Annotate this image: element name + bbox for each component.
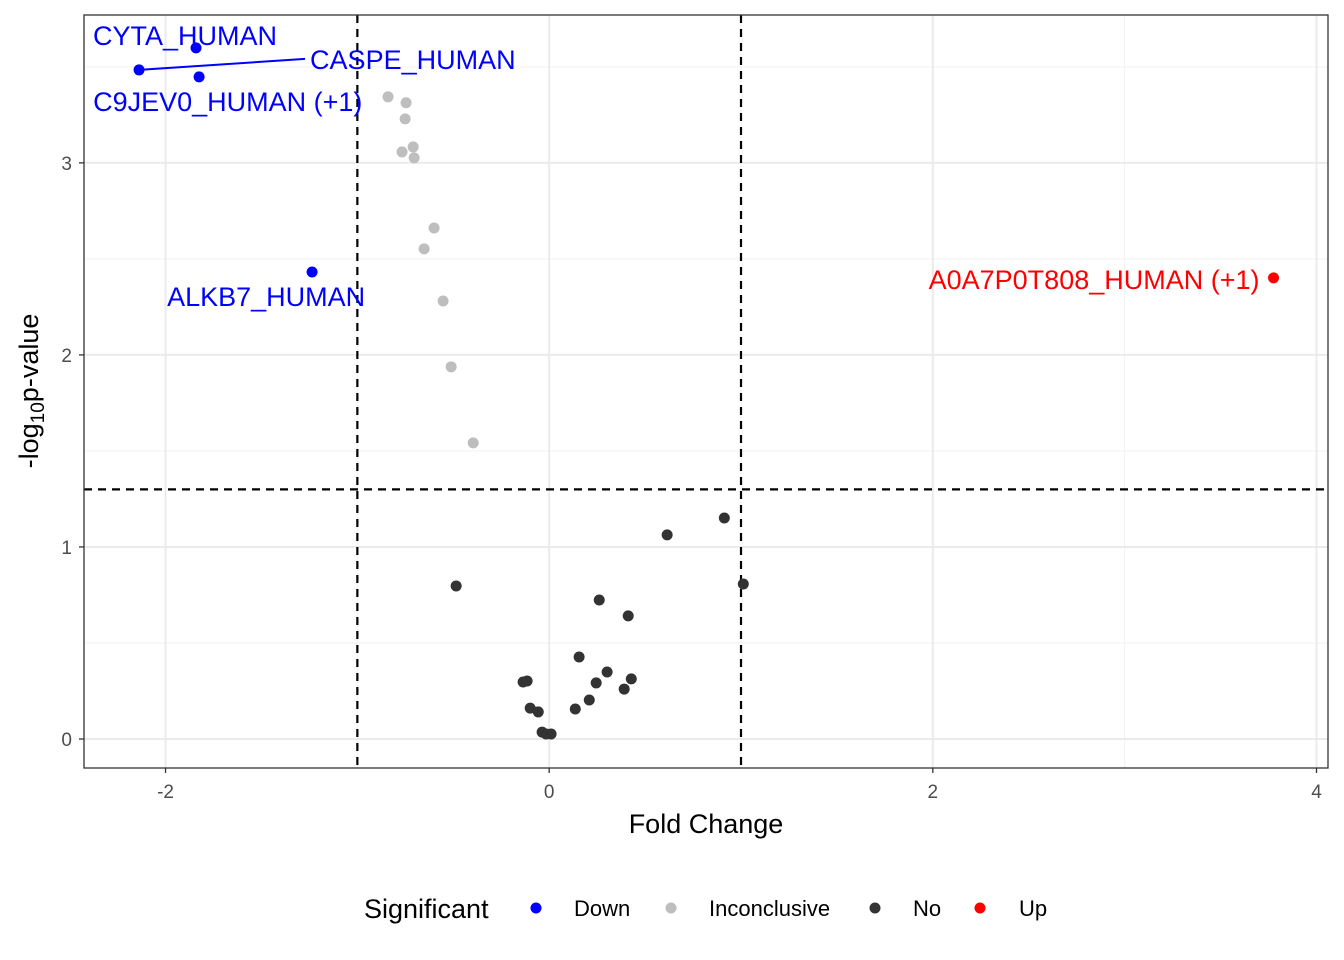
x-axis-title: Fold Change — [629, 809, 784, 839]
data-points — [133, 42, 1280, 740]
point-inconclusive — [400, 97, 412, 109]
point-no — [737, 578, 749, 590]
point-labels: CASPE_HUMAN CYTA_HUMAN C9JEV0_HUMAN (+1) AL… — [93, 21, 1259, 312]
label-connector — [138, 57, 306, 71]
legend-key-down — [530, 902, 542, 914]
y-axis-title: -log10p-value — [14, 314, 49, 469]
y-tick-label: 1 — [61, 538, 72, 559]
plot-panel-border — [83, 14, 1329, 769]
point-no — [573, 651, 585, 663]
legend: Significant Down Inconclusive No Up — [364, 894, 1047, 924]
point-label: CASPE_HUMAN — [310, 45, 516, 75]
point-label: A0A7P0T808_HUMAN (+1) — [929, 265, 1260, 295]
grid — [84, 15, 1328, 768]
point-down — [193, 71, 205, 83]
legend-label: Inconclusive — [709, 896, 830, 921]
legend-key-no — [869, 902, 881, 914]
point-inconclusive — [408, 152, 420, 164]
point-no — [590, 677, 602, 689]
point-inconclusive — [407, 141, 419, 153]
x-tick-label: 4 — [1311, 782, 1322, 803]
point-no — [521, 675, 533, 687]
x-tick-label: 2 — [928, 782, 939, 803]
point-no — [545, 728, 557, 740]
point-no — [569, 703, 581, 715]
y-tick-label: 2 — [61, 346, 72, 367]
point-inconclusive — [396, 146, 408, 158]
point-inconclusive — [445, 361, 457, 373]
point-label: C9JEV0_HUMAN (+1) — [93, 87, 362, 117]
x-tick-label: 0 — [544, 782, 555, 803]
point-inconclusive — [418, 243, 430, 255]
threshold-lines — [84, 15, 1328, 768]
point-down — [306, 266, 318, 278]
legend-label: Up — [1019, 896, 1047, 921]
y-tick-label: 3 — [61, 154, 72, 175]
x-tick-label: -2 — [157, 782, 174, 803]
point-no — [622, 610, 634, 622]
point-no — [618, 683, 630, 695]
point-inconclusive — [437, 295, 449, 307]
point-label: ALKB7_HUMAN — [167, 282, 365, 312]
legend-title: Significant — [364, 894, 489, 924]
legend-label: No — [913, 896, 941, 921]
point-inconclusive — [428, 222, 440, 234]
legend-label: Down — [574, 896, 630, 921]
point-no — [625, 673, 637, 685]
point-up — [1268, 272, 1280, 284]
point-no — [718, 512, 730, 524]
point-no — [583, 694, 595, 706]
legend-key-up — [974, 902, 986, 914]
point-inconclusive — [399, 113, 411, 125]
point-no — [593, 594, 605, 606]
point-down — [190, 42, 202, 54]
legend-key-inconclusive — [665, 902, 677, 914]
point-no — [450, 580, 462, 592]
point-no — [661, 529, 673, 541]
point-inconclusive — [382, 91, 394, 103]
point-no — [532, 706, 544, 718]
point-label: CYTA_HUMAN — [93, 21, 277, 51]
point-no — [601, 666, 613, 678]
point-inconclusive — [467, 437, 479, 449]
y-tick-label: 0 — [61, 730, 72, 751]
axis-ticks: -2 0 2 4 0 1 2 3 — [61, 154, 1322, 803]
